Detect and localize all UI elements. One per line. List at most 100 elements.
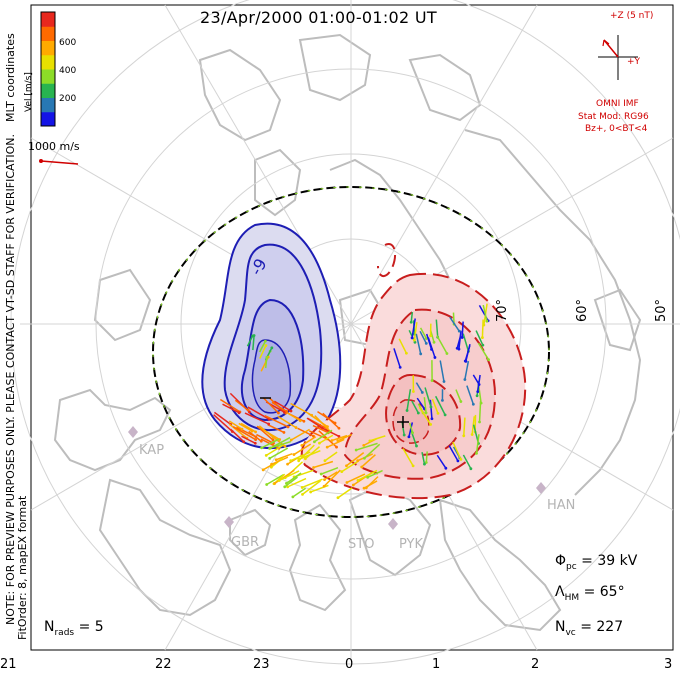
velocity-vector — [429, 399, 433, 419]
velocity-vector — [421, 452, 426, 465]
velocity-vector — [461, 321, 464, 338]
velocity-vector — [284, 476, 298, 488]
station-han: HAN — [547, 498, 576, 513]
velocity-vector — [232, 426, 256, 441]
velocity-vector — [326, 438, 345, 448]
velocity-vector — [472, 374, 480, 385]
velocity-vector — [413, 322, 418, 341]
velocity-vector — [323, 469, 341, 487]
velocity-vector — [369, 435, 386, 442]
velocity-vector — [415, 382, 423, 393]
velocity-vector — [287, 477, 307, 488]
velocity-vector — [482, 304, 488, 322]
velocity-vector — [262, 397, 279, 414]
fit-order: FitOrder: 8, mapEX format — [16, 495, 29, 640]
velocity-vector — [346, 452, 365, 467]
velocity-vector — [425, 451, 428, 463]
velocity-vector — [408, 422, 414, 433]
velocity-vector — [423, 397, 427, 413]
velocity-vector — [357, 469, 378, 481]
velocity-vector — [275, 453, 293, 461]
nvc-stat: Nvc = 227 — [555, 619, 624, 638]
station-gbr: GBR — [231, 535, 260, 550]
velocity-vector — [274, 469, 295, 485]
velocity-vector — [266, 474, 284, 486]
velocity-vector — [304, 446, 320, 460]
velocity-vector — [415, 333, 422, 355]
velocity-vector — [222, 403, 240, 414]
velocity-vector — [365, 476, 379, 489]
velocity-vector — [285, 472, 302, 484]
velocity-vector — [256, 433, 274, 444]
velocity-vector — [346, 473, 366, 484]
velocity-vector — [238, 422, 253, 432]
velocity-vector — [269, 447, 289, 459]
velocity-scale-vector — [39, 159, 79, 165]
imf-model: Stat Mod: RG96 — [578, 112, 649, 122]
velocity-vector — [244, 412, 270, 425]
velocity-vector — [448, 445, 459, 462]
velocity-vector — [247, 406, 270, 420]
velocity-vectors — [213, 303, 490, 500]
velocity-vector — [464, 360, 470, 380]
velocity-vector — [337, 433, 352, 442]
velocity-vector — [418, 406, 432, 425]
imf-z-label: +Z (5 nT) — [610, 11, 654, 21]
velocity-vector — [363, 443, 381, 459]
colorbar-segment — [41, 12, 55, 27]
velocity-vector — [301, 436, 317, 447]
velocity-vector — [436, 454, 447, 469]
velocity-vector — [261, 438, 279, 449]
velocity-vector — [301, 478, 323, 489]
lat-label-70: 70° — [495, 298, 510, 322]
velocity-vector — [463, 417, 466, 436]
mlt-label-23: 23 — [253, 657, 270, 672]
velocity-vector — [455, 389, 462, 402]
mlt-label-2: 2 — [531, 657, 540, 672]
imf-source: OMNI IMF — [596, 99, 639, 109]
velocity-vector — [267, 424, 285, 434]
imf-vector — [603, 39, 619, 58]
velocity-vector — [331, 434, 348, 442]
colorbar-segment — [41, 26, 55, 41]
velocity-vector — [337, 487, 353, 499]
velocity-vector — [241, 435, 256, 444]
velocity-vector — [481, 319, 484, 338]
velocity-colorbar — [40, 11, 56, 127]
velocity-vector — [265, 444, 284, 457]
velocity-vector — [256, 425, 274, 441]
velocity-vector — [477, 374, 481, 392]
hm-boundary — [152, 186, 550, 518]
velocity-vector — [419, 330, 427, 344]
colorbar-tick-600: 600 — [59, 38, 77, 48]
velocity-vector — [419, 327, 428, 339]
velocity-vector — [324, 471, 338, 481]
velocity-vector — [456, 335, 462, 349]
velocity-vector — [431, 398, 439, 414]
velocity-vector — [298, 444, 315, 462]
colorbar-segment — [41, 69, 55, 84]
imf-condition: Bz+, 0<BT<4 — [585, 124, 648, 134]
station-kap: KAP — [139, 443, 165, 458]
velocity-vector — [256, 425, 281, 441]
mlt-label-3: 3 — [664, 657, 673, 672]
cross-polar-potential-stat: Φpc = 39 kV — [555, 553, 638, 572]
velocity-vector — [252, 335, 255, 351]
potential-max-marker — [397, 416, 409, 428]
mlt-label-22: 22 — [155, 657, 172, 672]
imf-y-label: +Y — [627, 57, 641, 67]
velocity-vector — [270, 440, 292, 449]
hm-boundary-stat: ΛHM = 65° — [555, 584, 625, 603]
mlt-label-1: 1 — [432, 657, 441, 672]
velocity-vector — [462, 333, 470, 352]
velocity-vector — [228, 423, 248, 439]
dusk-cell-contours — [201, 222, 342, 450]
velocity-vector — [416, 397, 425, 410]
velocity-vector — [317, 425, 340, 438]
velocity-vector — [426, 333, 433, 350]
velocity-vector — [246, 335, 254, 347]
velocity-vector — [361, 454, 376, 468]
plot-frame — [30, 4, 674, 651]
velocity-vector — [464, 345, 471, 362]
